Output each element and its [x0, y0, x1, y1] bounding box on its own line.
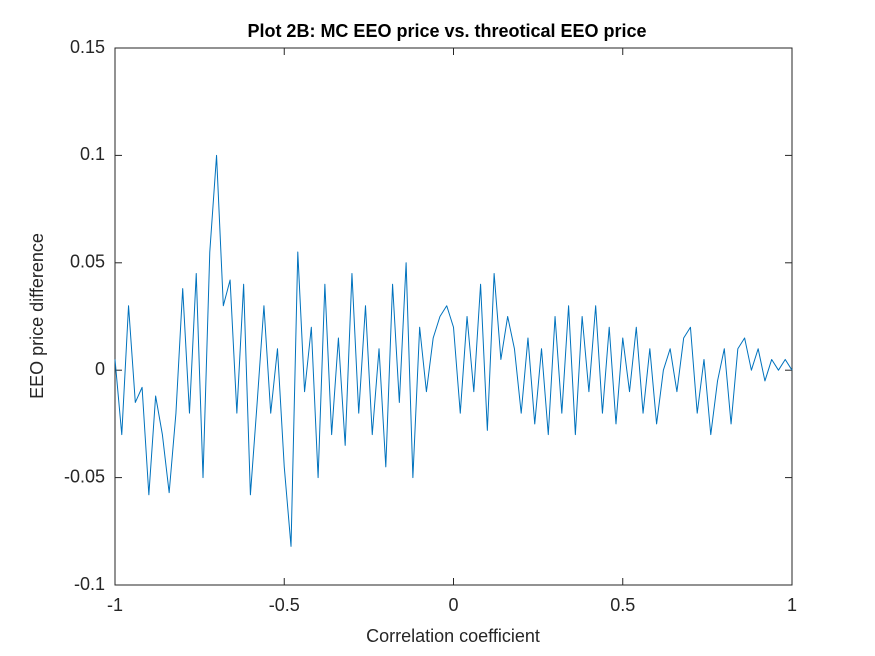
x-tick-label: 0: [448, 595, 458, 615]
y-tick-label: -0.1: [74, 574, 105, 594]
y-tick-label: 0: [95, 359, 105, 379]
data-line: [114, 154, 793, 547]
y-tick-label: 0.1: [80, 144, 105, 164]
x-tick-label: -0.5: [269, 595, 300, 615]
y-tick-label: -0.05: [64, 466, 105, 486]
x-axis-label: Correlation coefficient: [366, 626, 540, 646]
y-tick-label: 0.05: [70, 252, 105, 272]
y-tick-label: 0.15: [70, 37, 105, 57]
chart-title: Plot 2B: MC EEO price vs. threotical EEO…: [247, 21, 646, 41]
x-tick-label: 0.5: [610, 595, 635, 615]
x-tick-label: 1: [787, 595, 797, 615]
x-tick-label: -1: [107, 595, 123, 615]
y-axis-label: EEO price difference: [27, 233, 47, 399]
